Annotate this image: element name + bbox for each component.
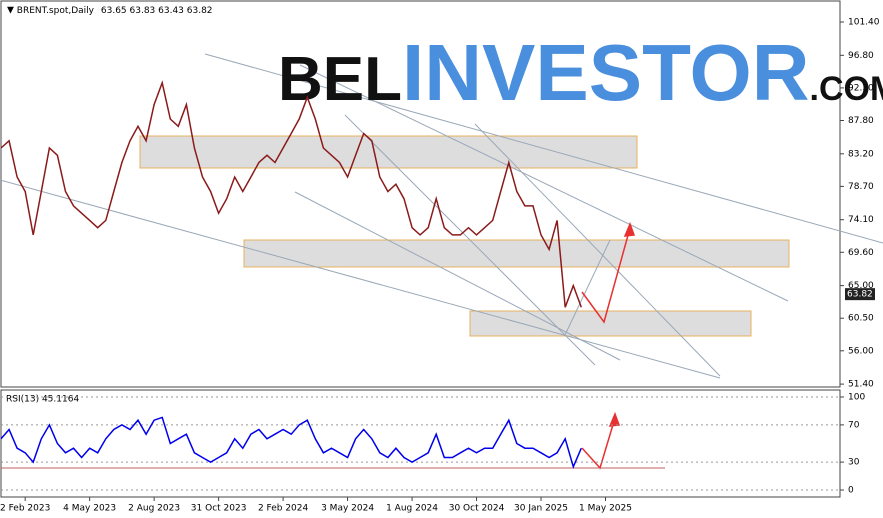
logo-part: BEL xyxy=(278,45,402,114)
forecast-arrows xyxy=(581,221,636,470)
trend-lines xyxy=(0,53,883,379)
y-tick-label: 30 xyxy=(848,458,860,468)
trend-line xyxy=(294,191,621,361)
x-tick-label: 2 Feb 2023 xyxy=(0,504,50,514)
x-tick-label: 4 May 2023 xyxy=(63,504,116,514)
price-tag xyxy=(845,288,875,301)
price-panel xyxy=(0,0,841,388)
y-tick-label: 101.40 xyxy=(848,18,880,28)
x-tick-label: 1 Aug 2024 xyxy=(386,504,438,514)
zone xyxy=(243,239,790,268)
trend-line xyxy=(564,239,611,336)
x-tick-label: 2 Aug 2023 xyxy=(128,504,180,514)
symbol-label: ▼ BRENT.spot,Daily 63.65 63.83 63.43 63.… xyxy=(7,6,213,16)
y-tick-label: 56.00 xyxy=(848,346,874,356)
trend-line xyxy=(299,64,789,302)
y-tick-label: 69.60 xyxy=(848,248,874,258)
y-tick-label: 65.00 xyxy=(848,281,874,291)
zone xyxy=(469,310,752,337)
arrow-head xyxy=(623,221,636,237)
rsi-title: RSI(13) 45.1164 xyxy=(6,395,79,405)
trend-line xyxy=(0,179,721,379)
trend-line xyxy=(344,114,596,366)
symbol: BRENT.spot,Daily xyxy=(17,6,95,16)
x-tick-label: 30 Jan 2025 xyxy=(514,504,568,514)
arrow xyxy=(581,227,631,324)
x-tick-label: 2 Feb 2024 xyxy=(258,504,309,514)
ohlc: 63.65 63.83 63.43 63.82 xyxy=(101,6,213,16)
price-line xyxy=(0,416,582,470)
trend-line xyxy=(204,53,883,244)
y-tick-label: 78.70 xyxy=(848,182,874,192)
y-tick-label: 83.20 xyxy=(848,149,874,159)
logo-part: .COM xyxy=(810,70,883,108)
price-tag-label: 63.82 xyxy=(847,290,873,300)
y-tick-label: 87.80 xyxy=(848,116,874,126)
x-tick-label: 3 May 2024 xyxy=(321,504,374,514)
zone xyxy=(139,135,638,169)
y-tick-label: 51.40 xyxy=(848,380,874,390)
trend-line xyxy=(474,123,721,377)
y-tick-label: 92.30 xyxy=(848,83,874,93)
x-tick-label: 30 Oct 2024 xyxy=(449,504,505,514)
zones xyxy=(139,135,790,337)
y-tick-label: 60.50 xyxy=(848,314,874,324)
y-tick-label: 100 xyxy=(848,392,865,402)
x-tick-label: 31 Oct 2023 xyxy=(191,504,247,514)
logo: BELINVESTOR.COM xyxy=(278,28,883,117)
x-tick-label: 1 May 2025 xyxy=(579,504,632,514)
y-tick-label: 70 xyxy=(848,420,860,430)
rsi-panel xyxy=(0,389,841,498)
y-tick-label: 96.80 xyxy=(848,51,874,61)
y-tick-label: 0 xyxy=(848,486,854,496)
arrow-head xyxy=(608,411,621,427)
logo-part: INVESTOR xyxy=(402,28,810,117)
price-line xyxy=(0,80,583,308)
y-tick-label: 74.10 xyxy=(848,215,874,225)
